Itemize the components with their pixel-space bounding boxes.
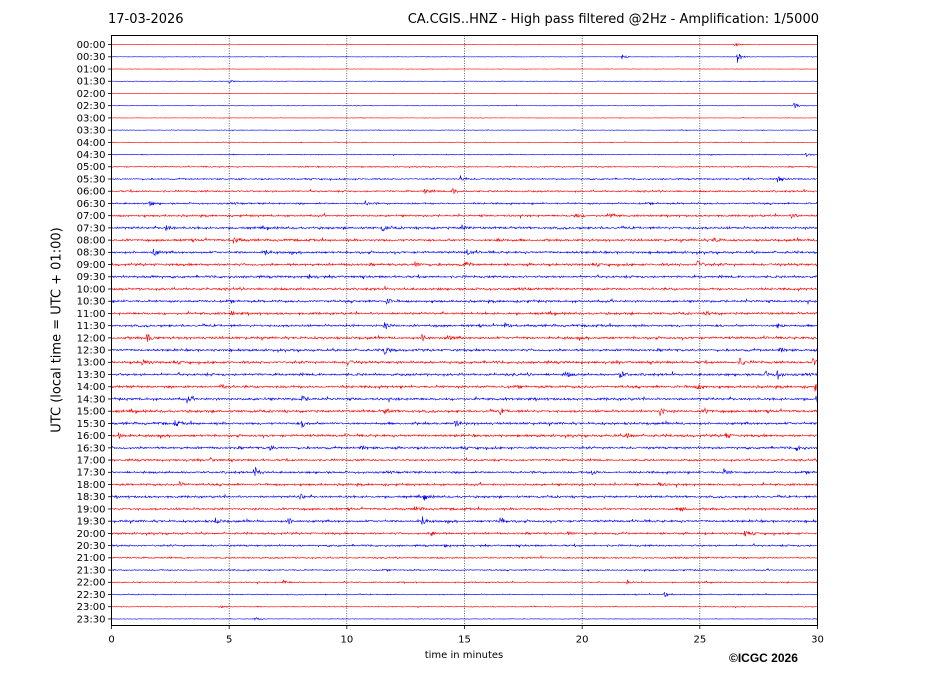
row-label-0730: 07:30 <box>77 223 106 234</box>
row-label-2230: 22:30 <box>77 590 106 601</box>
trace-0430 <box>111 152 818 158</box>
x-tick-label-10: 10 <box>340 635 353 646</box>
row-label-0600: 06:00 <box>77 187 106 198</box>
row-label-1430: 14:30 <box>77 394 106 405</box>
row-label-0700: 07:00 <box>77 211 106 222</box>
trace-1700 <box>111 456 818 463</box>
x-tick-label-25: 25 <box>693 635 706 646</box>
trace-0730 <box>111 224 818 232</box>
row-label-0130: 01:30 <box>77 77 106 88</box>
trace-1600 <box>111 432 818 440</box>
x-axis-label: time in minutes <box>424 650 504 661</box>
row-label-0330: 03:30 <box>77 126 106 137</box>
trace-0300 <box>111 117 818 119</box>
trace-0830 <box>111 248 818 257</box>
x-tick-label-0: 0 <box>108 635 114 646</box>
row-label-0500: 05:00 <box>77 162 106 173</box>
x-tick-label-30: 30 <box>811 635 824 646</box>
row-label-0200: 02:00 <box>77 89 106 100</box>
trace-1300 <box>111 357 818 366</box>
row-label-0530: 05:30 <box>77 174 106 185</box>
row-label-1130: 11:30 <box>77 321 106 332</box>
trace-2230 <box>111 592 818 598</box>
row-label-1600: 16:00 <box>77 431 106 442</box>
trace-1330 <box>111 370 818 380</box>
row-label-0930: 09:30 <box>77 272 106 283</box>
row-label-1300: 13:00 <box>77 358 106 369</box>
row-label-1930: 19:30 <box>77 517 106 528</box>
trace-1500 <box>111 407 818 417</box>
row-label-1530: 15:30 <box>77 419 106 430</box>
trace-2130 <box>111 567 818 573</box>
row-label-1730: 17:30 <box>77 468 106 479</box>
chart-title: CA.CGIS..HNZ - High pass filtered @2Hz -… <box>407 12 819 27</box>
row-label-0430: 04:30 <box>77 150 106 161</box>
row-label-1200: 12:00 <box>77 333 106 344</box>
row-label-2300: 23:00 <box>77 602 106 613</box>
trace-1830 <box>111 493 818 501</box>
row-label-2000: 20:00 <box>77 529 106 540</box>
date-label: 17-03-2026 <box>108 12 184 27</box>
row-label-0300: 03:00 <box>77 113 106 124</box>
trace-0400 <box>111 140 818 144</box>
row-label-1630: 16:30 <box>77 443 106 454</box>
row-label-2030: 20:30 <box>77 541 106 552</box>
row-label-1830: 18:30 <box>77 492 106 503</box>
trace-0030 <box>111 53 818 63</box>
row-label-0400: 04:00 <box>77 138 106 149</box>
trace-2300 <box>111 605 818 609</box>
row-label-1700: 17:00 <box>77 455 106 466</box>
row-label-0000: 00:00 <box>77 40 106 51</box>
row-label-1500: 15:00 <box>77 407 106 418</box>
row-label-1000: 10:00 <box>77 284 106 295</box>
x-tick-label-5: 5 <box>226 635 232 646</box>
trace-1730 <box>111 466 818 476</box>
row-label-2130: 21:30 <box>77 565 106 576</box>
trace-0900 <box>111 260 818 268</box>
trace-0930 <box>111 274 818 280</box>
row-label-1800: 18:00 <box>77 480 106 491</box>
trace-1430 <box>111 395 818 404</box>
x-tick-label-15: 15 <box>458 635 471 646</box>
row-label-2100: 21:00 <box>77 553 106 564</box>
row-label-0900: 09:00 <box>77 260 106 271</box>
row-label-0630: 06:30 <box>77 199 106 210</box>
trace-0000 <box>111 42 818 47</box>
row-label-2330: 23:30 <box>77 614 106 625</box>
trace-2200 <box>111 579 818 585</box>
trace-1630 <box>111 444 818 452</box>
x-tick-group: 0 5 10 15 20 25 30 <box>108 625 824 646</box>
row-label-1900: 19:00 <box>77 504 106 515</box>
row-label-0030: 00:30 <box>77 52 106 63</box>
row-label-1030: 10:30 <box>77 297 106 308</box>
copyright-label: ©ICGC 2026 <box>729 651 798 665</box>
row-label-0230: 02:30 <box>77 101 106 112</box>
trace-0330 <box>111 129 818 132</box>
row-label-0830: 08:30 <box>77 248 106 259</box>
row-label-1230: 12:30 <box>77 346 106 357</box>
x-tick-label-20: 20 <box>576 635 589 646</box>
plot-frame <box>111 35 818 626</box>
row-label-2200: 22:00 <box>77 578 106 589</box>
row-label-1330: 13:30 <box>77 370 106 381</box>
trace-1800 <box>111 481 818 488</box>
row-label-1100: 11:00 <box>77 309 106 320</box>
grid-group <box>228 35 701 626</box>
row-label-0800: 08:00 <box>77 236 106 247</box>
row-label-1400: 14:00 <box>77 382 106 393</box>
row-label-0100: 01:00 <box>77 64 106 75</box>
